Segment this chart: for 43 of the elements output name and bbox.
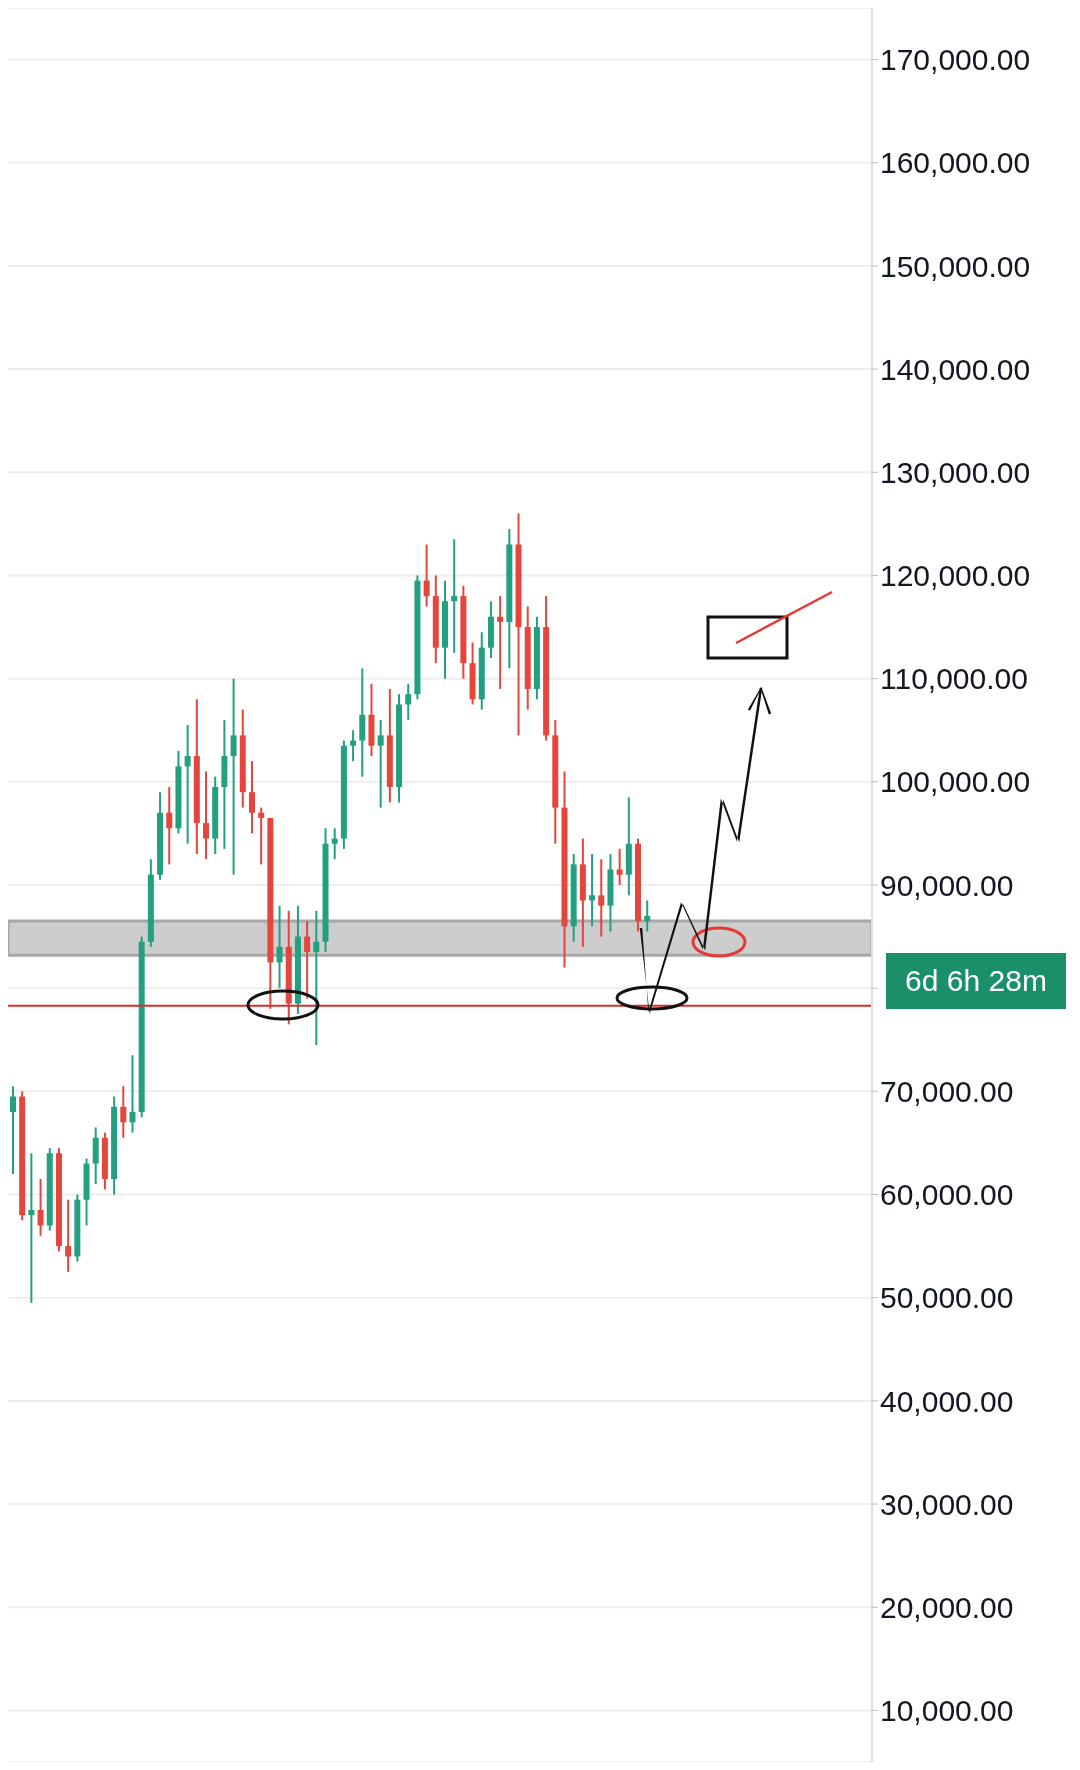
candlestick [377, 718, 384, 809]
candlestick [423, 543, 430, 608]
candlestick [184, 724, 191, 845]
candlestick [10, 1085, 16, 1175]
y-tick-label: 160,000.00 [880, 146, 1031, 180]
candlestick [166, 785, 173, 866]
y-tick-label: 10,000.00 [880, 1694, 1014, 1728]
y-tick-label: 30,000.00 [880, 1487, 1014, 1521]
candlestick [203, 770, 210, 861]
candlestick [28, 1152, 35, 1304]
candlestick [350, 729, 357, 763]
candlestick [65, 1198, 72, 1273]
candlestick [304, 920, 311, 1000]
candlestick [644, 899, 651, 933]
candlestick [598, 858, 605, 938]
y-tick-label: 40,000.00 [880, 1384, 1014, 1418]
y-tick-label: 150,000.00 [880, 249, 1031, 283]
candlestick [589, 853, 596, 928]
text: 6d 6h 28m [905, 964, 1047, 997]
candlestick [258, 806, 265, 866]
candlestick [129, 1054, 136, 1134]
y-tick-label: 140,000.00 [880, 352, 1031, 386]
candlestick [120, 1085, 127, 1139]
y-tick-label: 170,000.00 [880, 43, 1031, 77]
y-tick-label: 20,000.00 [880, 1590, 1014, 1624]
y-tick-label: 50,000.00 [880, 1281, 1014, 1315]
candlestick [37, 1178, 44, 1237]
y-tick-label: 130,000.00 [880, 455, 1031, 489]
y-tick-label: 90,000.00 [880, 868, 1014, 902]
y-tick-label: 110,000.00 [880, 662, 1028, 696]
candlestick [616, 847, 623, 886]
y-tick-label: 120,000.00 [880, 559, 1031, 593]
y-tick-label: 100,000.00 [880, 765, 1031, 799]
candlestick [230, 677, 237, 876]
candlestick [331, 827, 338, 861]
candlestick [405, 682, 412, 721]
candlestick [497, 595, 504, 690]
candlestick [451, 538, 458, 654]
y-tick-label: 60,000.00 [880, 1178, 1014, 1212]
candlestick [248, 760, 255, 835]
candlestick [313, 909, 320, 1046]
candlestick [276, 904, 283, 990]
y-tick-label: 70,000.00 [880, 1075, 1014, 1108]
